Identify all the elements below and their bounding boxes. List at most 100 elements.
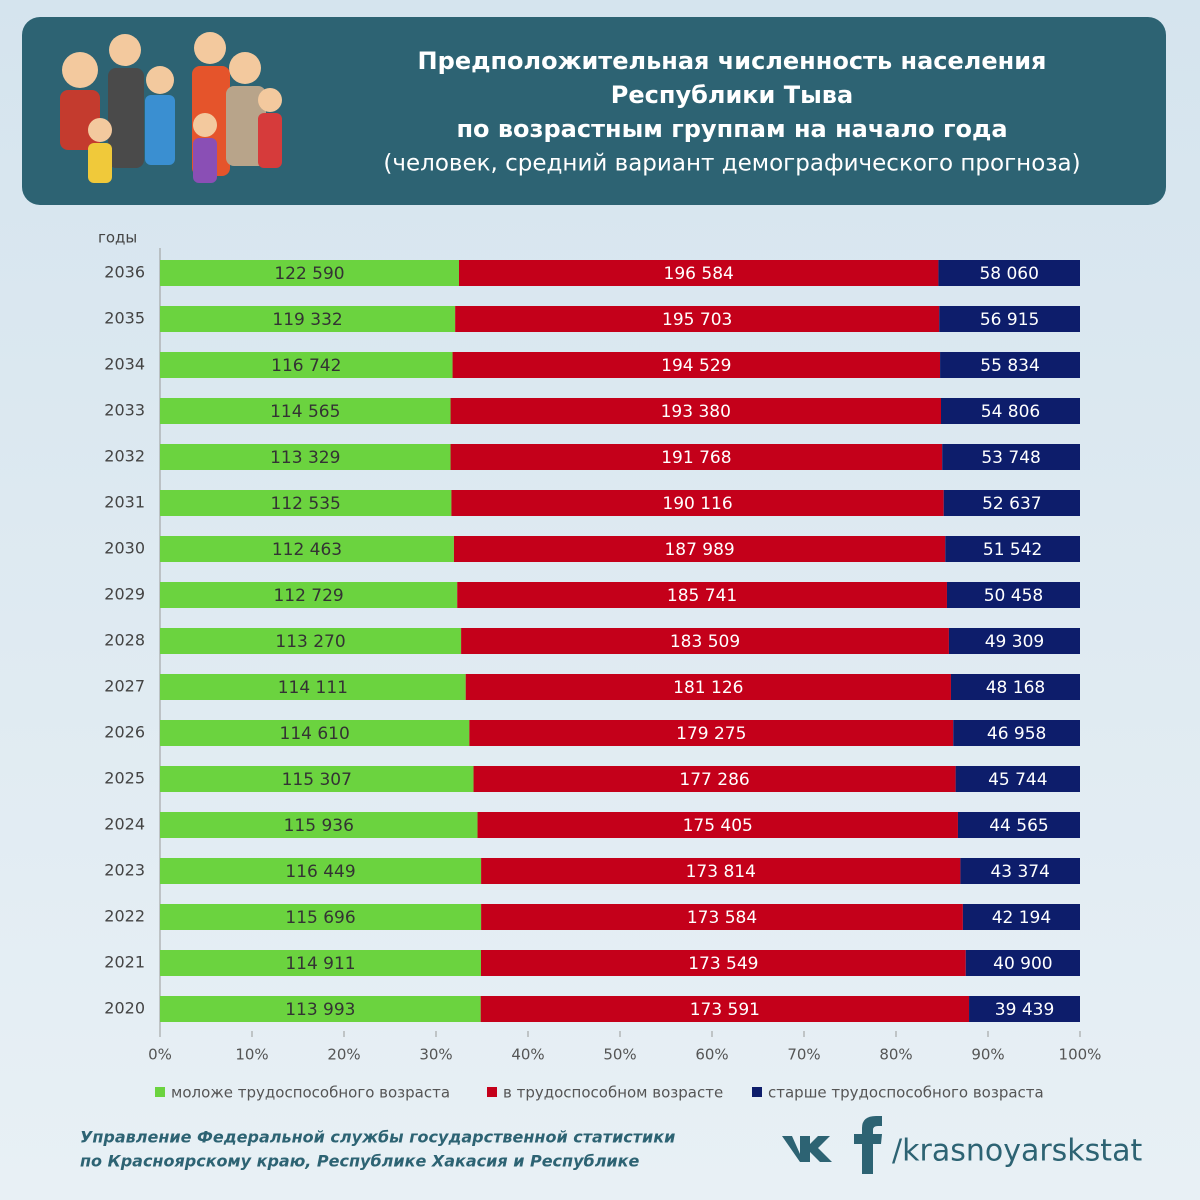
- data-label: 113 993: [285, 1000, 355, 1020]
- data-label: 181 126: [673, 678, 743, 698]
- x-tick-label: 90%: [971, 1046, 1004, 1064]
- bar-segment: [969, 996, 1080, 1022]
- bar-segment: [160, 352, 453, 378]
- legend-label: в трудоспособном возрасте: [503, 1084, 723, 1102]
- bar-segment: [160, 812, 478, 838]
- bar-segment: [160, 260, 459, 286]
- data-label: 113 329: [270, 448, 340, 468]
- bar-segment: [452, 352, 941, 378]
- data-label: 56 915: [980, 310, 1039, 330]
- illustration: [60, 32, 282, 183]
- social-icons: [782, 1116, 882, 1174]
- data-label: 40 900: [993, 954, 1052, 974]
- bar-segment: [477, 812, 958, 838]
- y-tick-label: 2036: [104, 263, 145, 282]
- y-tick-label: 2028: [104, 631, 145, 650]
- chart-title: Предположительная численность населения: [418, 47, 1047, 75]
- y-tick-label: 2021: [104, 953, 145, 972]
- bar-segment: [473, 766, 956, 792]
- bar-segment: [160, 904, 482, 930]
- data-label: 52 637: [982, 494, 1041, 514]
- bar-segment: [480, 996, 970, 1022]
- bar-segment: [160, 720, 470, 746]
- y-tick-label: 2026: [104, 723, 145, 742]
- data-label: 112 463: [272, 540, 342, 560]
- data-label: 175 405: [683, 816, 753, 836]
- legend-label: старше трудоспособного возраста: [768, 1084, 1044, 1102]
- data-label: 45 744: [988, 770, 1047, 790]
- bar-segment: [962, 904, 1080, 930]
- bar-segment: [160, 490, 452, 516]
- bar-segment: [457, 582, 947, 608]
- bar-segment: [469, 720, 954, 746]
- bar-segment: [948, 628, 1080, 654]
- bar-segment: [941, 398, 1080, 424]
- data-label: 58 060: [979, 264, 1038, 284]
- x-tick-label: 50%: [603, 1046, 636, 1064]
- data-label: 116 449: [285, 862, 355, 882]
- data-label: 113 270: [275, 632, 345, 652]
- bar-segment: [160, 582, 458, 608]
- data-label: 173 584: [687, 908, 757, 928]
- chart-subtitle: (человек, средний вариант демографическо…: [383, 151, 1080, 177]
- bar-segment: [481, 858, 961, 884]
- data-label: 187 989: [664, 540, 734, 560]
- data-label: 173 549: [688, 954, 758, 974]
- data-label: 185 741: [667, 586, 737, 606]
- y-tick-label: 2033: [104, 401, 145, 420]
- y-tick-label: 2024: [104, 815, 145, 834]
- bar-segment: [458, 260, 939, 286]
- data-label: 42 194: [992, 908, 1051, 928]
- x-tick-label: 40%: [511, 1046, 544, 1064]
- bar-segment: [450, 398, 942, 424]
- data-label: 114 911: [285, 954, 355, 974]
- x-tick-label: 60%: [695, 1046, 728, 1064]
- x-tick-label: 30%: [419, 1046, 452, 1064]
- bar-segment: [946, 582, 1080, 608]
- legend-swatch: [487, 1087, 497, 1097]
- y-tick-label: 2029: [104, 585, 145, 604]
- data-label: 49 309: [985, 632, 1044, 652]
- data-label: 177 286: [679, 770, 749, 790]
- bar-segment: [455, 306, 940, 332]
- legend-swatch: [155, 1087, 165, 1097]
- data-label: 112 729: [273, 586, 343, 606]
- data-label: 191 768: [661, 448, 731, 468]
- data-label: 116 742: [271, 356, 341, 376]
- bar-segment: [160, 536, 454, 562]
- x-tick-label: 70%: [787, 1046, 820, 1064]
- data-label: 54 806: [981, 402, 1040, 422]
- data-label: 112 535: [271, 494, 341, 514]
- y-tick-label: 2025: [104, 769, 145, 788]
- bar-segment: [160, 996, 481, 1022]
- bar-segment: [940, 352, 1080, 378]
- bar-segment: [481, 904, 963, 930]
- y-tick-label: 2020: [104, 999, 145, 1018]
- y-tick-label: 2032: [104, 447, 145, 466]
- bar-segment: [160, 306, 456, 332]
- y-tick-label: 2031: [104, 493, 145, 512]
- bar-segment: [938, 260, 1080, 286]
- bar-segment: [955, 766, 1080, 792]
- chart-title: по возрастным группам на начало года: [456, 115, 1007, 143]
- bar-segment: [453, 536, 946, 562]
- data-label: 114 565: [270, 402, 340, 422]
- y-axis-label: годы: [98, 229, 137, 247]
- data-label: 173 591: [690, 1000, 760, 1020]
- data-label: 115 307: [282, 770, 352, 790]
- x-tick-label: 100%: [1059, 1046, 1102, 1064]
- bar-segment: [160, 628, 462, 654]
- bar-segment: [943, 490, 1080, 516]
- data-label: 190 116: [662, 494, 732, 514]
- y-tick-label: 2027: [104, 677, 145, 696]
- footer-line: Управление Федеральной службы государств…: [80, 1128, 675, 1147]
- bar-segment: [160, 766, 474, 792]
- x-tick-label: 20%: [327, 1046, 360, 1064]
- chart-title: Республики Тыва: [611, 81, 853, 109]
- data-label: 46 958: [987, 724, 1046, 744]
- data-label: 53 748: [981, 448, 1040, 468]
- bar-segment: [965, 950, 1080, 976]
- data-label: 55 834: [980, 356, 1039, 376]
- bar-segment: [160, 950, 481, 976]
